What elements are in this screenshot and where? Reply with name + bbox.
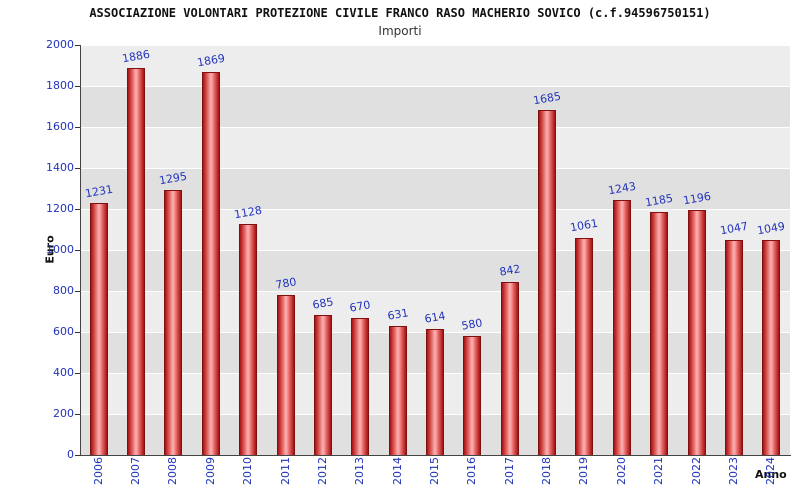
bar-2019 bbox=[575, 237, 594, 455]
bar-2018 bbox=[538, 109, 557, 455]
x-tick-label: 2021 bbox=[652, 457, 666, 485]
x-tick-label: 2022 bbox=[689, 457, 703, 485]
x-tick-label: 2014 bbox=[390, 457, 404, 485]
y-tick-mark bbox=[75, 332, 80, 333]
x-tick-label: 2008 bbox=[166, 457, 180, 485]
y-tick-label: 1000 bbox=[46, 243, 74, 256]
bar-2012 bbox=[313, 314, 332, 455]
gridline bbox=[80, 291, 790, 292]
x-tick-label: 2012 bbox=[315, 457, 329, 485]
y-tick-label: 1800 bbox=[46, 79, 74, 92]
bar-2023 bbox=[724, 240, 743, 455]
gridline bbox=[80, 86, 790, 87]
bar-2022 bbox=[687, 209, 706, 455]
y-tick-mark bbox=[75, 414, 80, 415]
x-tick-label: 2020 bbox=[614, 457, 628, 485]
chart-subtitle: Importi bbox=[378, 24, 422, 38]
bar-2014 bbox=[388, 325, 407, 455]
y-tick-label: 0 bbox=[67, 448, 74, 461]
x-tick-label: 2011 bbox=[278, 457, 292, 485]
y-tick-label: 1200 bbox=[46, 202, 74, 215]
plot-band bbox=[80, 291, 790, 332]
y-tick-label: 400 bbox=[53, 366, 74, 379]
x-tick-label: 2023 bbox=[726, 457, 740, 485]
y-tick-mark bbox=[75, 86, 80, 87]
y-axis-line bbox=[80, 45, 81, 456]
x-tick-label: 2024 bbox=[764, 457, 778, 485]
x-tick-label: 2010 bbox=[241, 457, 255, 485]
x-tick-label: 2019 bbox=[577, 457, 591, 485]
bar-2024 bbox=[762, 239, 781, 455]
y-tick-label: 800 bbox=[53, 284, 74, 297]
y-tick-mark bbox=[75, 455, 80, 456]
gridline bbox=[80, 250, 790, 251]
bar-2020 bbox=[612, 200, 631, 455]
plot-band bbox=[80, 127, 790, 168]
chart-title: ASSOCIAZIONE VOLONTARI PROTEZIONE CIVILE… bbox=[89, 6, 711, 20]
y-tick-mark bbox=[75, 291, 80, 292]
gridline bbox=[80, 127, 790, 128]
bar-2011 bbox=[276, 295, 295, 455]
y-tick-label: 2000 bbox=[46, 38, 74, 51]
y-tick-label: 1400 bbox=[46, 161, 74, 174]
plot-band bbox=[80, 86, 790, 127]
x-tick-label: 2006 bbox=[91, 457, 105, 485]
y-tick-label: 1600 bbox=[46, 120, 74, 133]
gridline bbox=[80, 168, 790, 169]
y-tick-label: 600 bbox=[53, 325, 74, 338]
bar-2009 bbox=[201, 71, 220, 455]
x-tick-label: 2017 bbox=[502, 457, 516, 485]
bar-2013 bbox=[351, 317, 370, 455]
x-tick-label: 2009 bbox=[203, 457, 217, 485]
x-tick-label: 2016 bbox=[465, 457, 479, 485]
plot-band bbox=[80, 45, 790, 86]
plot-band bbox=[80, 250, 790, 291]
gridline bbox=[80, 209, 790, 210]
bar-2010 bbox=[239, 223, 258, 455]
bar-2008 bbox=[164, 189, 183, 455]
x-tick-label: 2007 bbox=[129, 457, 143, 485]
y-tick-mark bbox=[75, 373, 80, 374]
x-tick-label: 2015 bbox=[428, 457, 441, 485]
x-tick-label: 2013 bbox=[353, 457, 367, 485]
bar-2021 bbox=[650, 212, 669, 455]
gridline bbox=[80, 45, 790, 46]
y-tick-mark bbox=[75, 168, 80, 169]
bar-2007 bbox=[127, 68, 146, 455]
bar-2006 bbox=[89, 202, 108, 455]
plot-area bbox=[80, 45, 790, 455]
plot-band bbox=[80, 209, 790, 250]
x-axis-line bbox=[80, 455, 791, 456]
y-tick-mark bbox=[75, 209, 80, 210]
y-tick-mark bbox=[75, 127, 80, 128]
y-tick-label: 200 bbox=[53, 407, 74, 420]
bar-2016 bbox=[463, 336, 482, 455]
y-tick-mark bbox=[75, 250, 80, 251]
y-tick-mark bbox=[75, 45, 80, 46]
plot-band bbox=[80, 168, 790, 209]
x-tick-label: 2018 bbox=[540, 457, 554, 485]
bar-2015 bbox=[426, 329, 444, 455]
x-axis-title: Anno bbox=[755, 468, 787, 481]
bar-2017 bbox=[500, 282, 519, 455]
